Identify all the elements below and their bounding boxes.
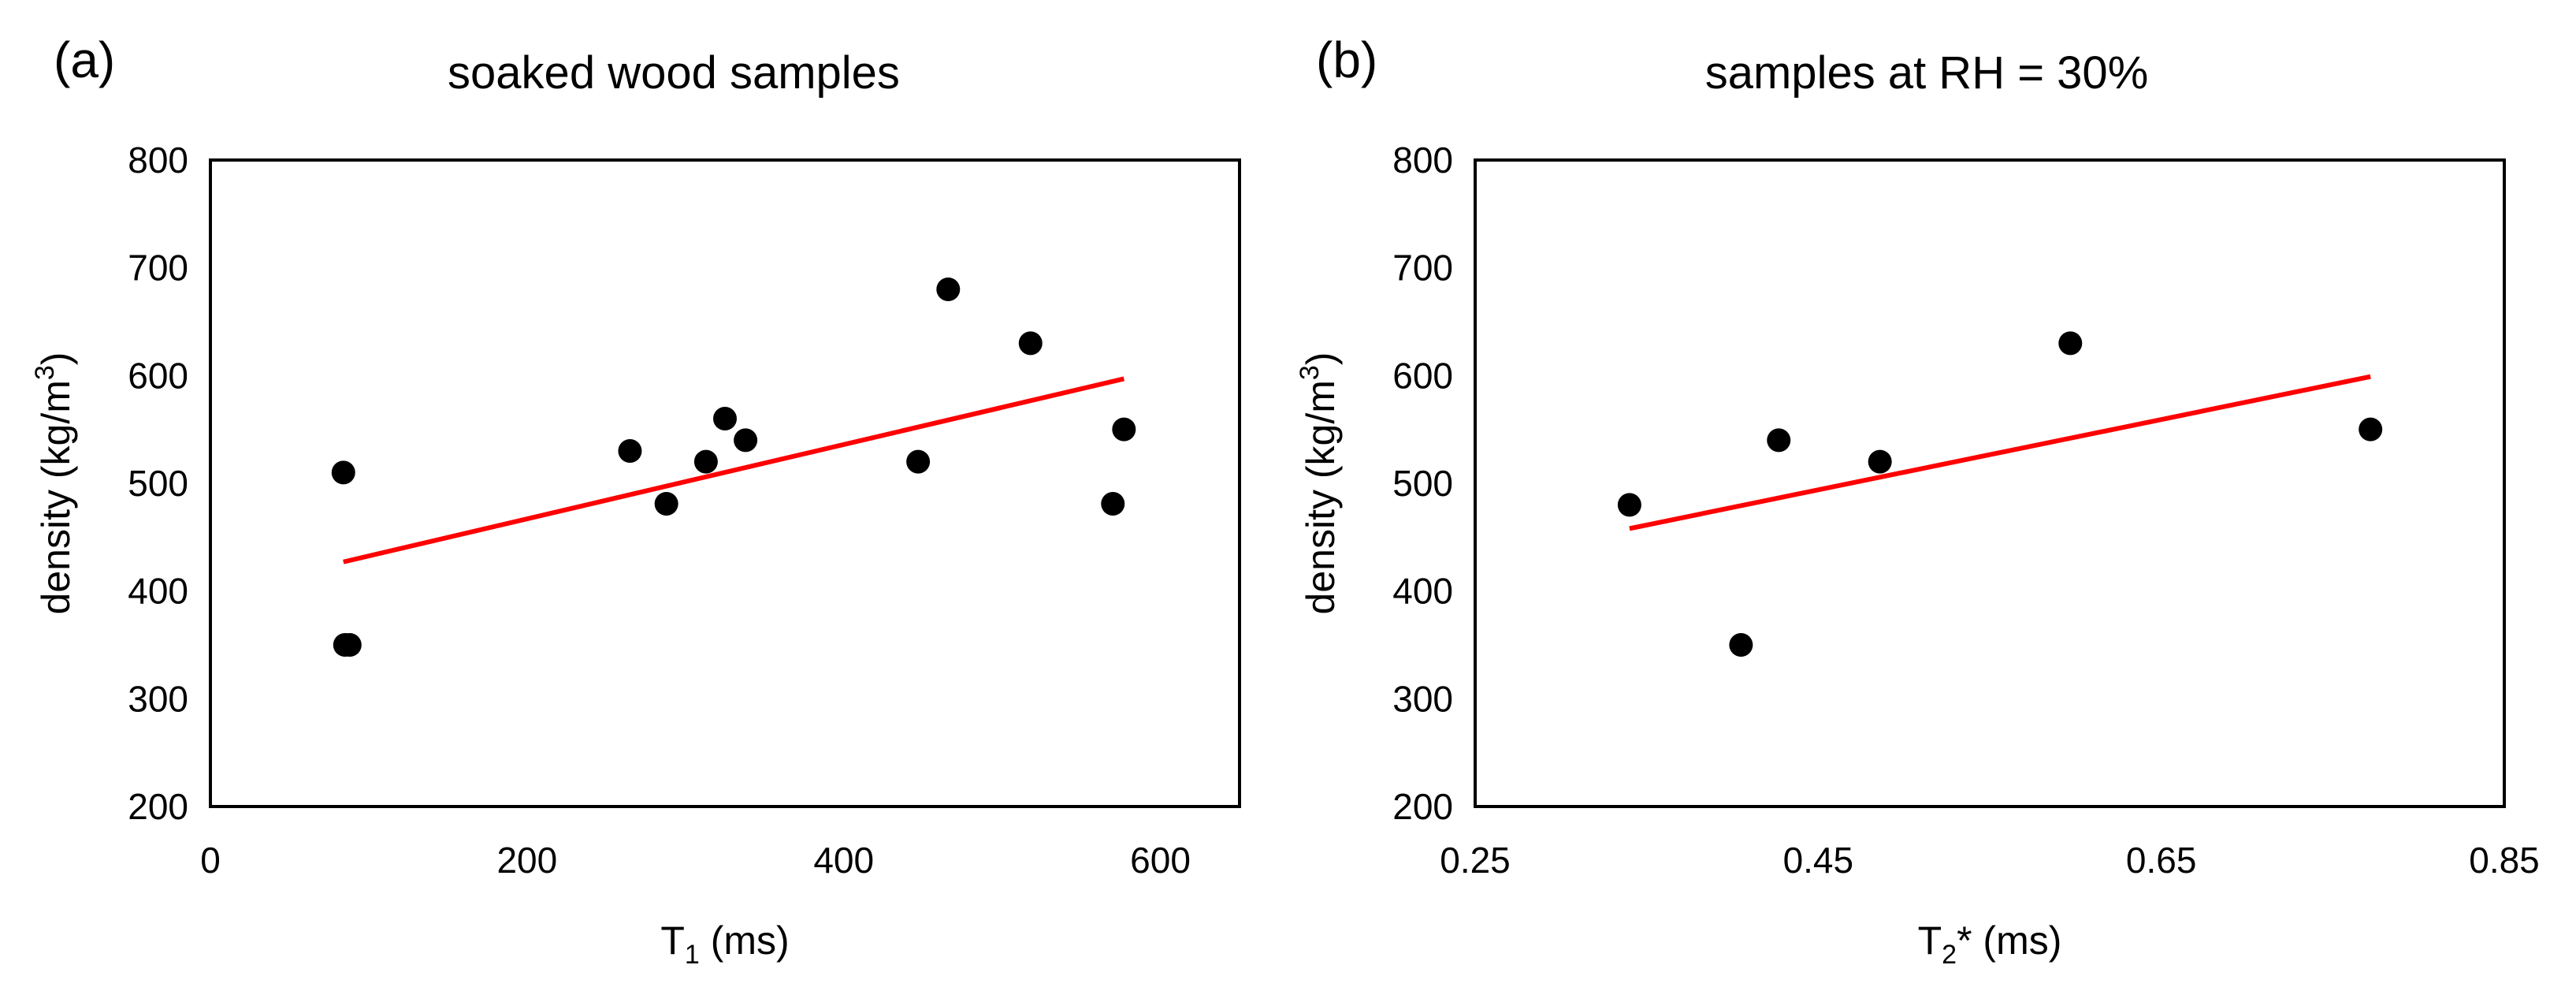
panel-b-data-point (1729, 633, 1753, 657)
panel-a-y-tick-label: 500 (128, 463, 188, 504)
panel-b-data-point (2058, 331, 2083, 356)
panel-a-data-point (654, 491, 678, 516)
panel-a-y-tick-label: 200 (128, 786, 188, 827)
panel-b-data-point (2359, 417, 2383, 441)
panel-a-ylabel-prefix: density (kg/m (34, 380, 78, 614)
panel-a-y-tick-label: 700 (128, 248, 188, 289)
panel-b-y-tick-label: 800 (1392, 140, 1453, 181)
panel-b-x-ticks: 0.25 0.45 0.65 0.85 (1440, 840, 2540, 881)
panel-b-y-tick-label: 300 (1392, 678, 1453, 719)
panel-a-data-point (906, 449, 931, 474)
panel-b-ylabel-superscript: 3 (1295, 365, 1325, 380)
panel-a-x-tick-label: 600 (1130, 840, 1191, 881)
panel-a-data-point (331, 460, 355, 485)
panel-b-xlabel-base: T (1918, 918, 1942, 963)
panel-b-data-point (1868, 449, 1892, 474)
panel-a-points (331, 278, 1136, 657)
panel-a-data-point (936, 278, 961, 301)
panel-a-y-tick-label: 300 (128, 678, 188, 719)
panel-a-label: (a) (54, 32, 115, 88)
panel-a-trendline (343, 376, 1125, 564)
panel-b-ylabel-prefix: density (kg/m (1299, 380, 1343, 614)
panel-b-y-tick-label: 500 (1392, 463, 1453, 504)
panel-a-xlabel-suffix: (ms) (700, 918, 790, 963)
panel-a-ylabel-superscript: 3 (30, 365, 60, 380)
panel-a-data-point (734, 428, 758, 453)
panel-b-x-tick-label: 0.65 (2126, 840, 2197, 881)
panel-b-data-point (1767, 428, 1791, 453)
panel-a-ylabel-suffix: ) (34, 352, 78, 366)
panel-a-data-point (1112, 417, 1136, 441)
panel-a-data-point (1018, 331, 1043, 356)
panel-b: (b) samples at RH = 30% 200 300 400 500 600 7… (1295, 32, 2540, 970)
panel-a-xlabel-subscript: 1 (685, 940, 700, 970)
panel-a-y-axis-label: density (kg/m3) (30, 352, 78, 615)
panel-b-trendline (1629, 374, 2371, 531)
panel-a-plot-area (209, 158, 1241, 808)
panel-a-y-tick-label: 800 (128, 140, 188, 181)
panel-b-ylabel-suffix: ) (1299, 352, 1343, 366)
panel-b-title: samples at RH = 30% (1705, 47, 2149, 99)
panel-a-title: soaked wood samples (448, 47, 900, 99)
panel-a-y-tick-label: 400 (128, 571, 188, 612)
panel-b-y-tick-label: 700 (1392, 248, 1453, 289)
panel-a-x-tick-label: 200 (496, 840, 557, 881)
panel-a-data-point (1101, 491, 1125, 516)
panel-a-data-point (618, 439, 642, 463)
panel-b-plot-area (1474, 158, 2506, 808)
panel-a: (a) soaked wood samples 200 300 400 500 600 7… (30, 32, 1241, 970)
panel-b-y-tick-label: 400 (1392, 571, 1453, 612)
panel-a-x-axis-label: T1 (ms) (660, 918, 789, 970)
panel-b-x-axis-label: T2* (ms) (1918, 918, 2062, 970)
panel-b-y-tick-label: 600 (1392, 355, 1453, 396)
panel-b-y-axis-label: density (kg/m3) (1295, 352, 1343, 615)
panel-b-xlabel-subscript: 2 (1942, 940, 1957, 970)
panel-a-y-ticks: 200 300 400 500 600 700 800 (128, 140, 188, 827)
panel-a-y-tick-label: 600 (128, 355, 188, 396)
panel-b-points (1617, 331, 2383, 657)
panel-a-data-point (337, 633, 362, 657)
panel-a-xlabel-base: T (660, 918, 685, 963)
panel-b-xlabel-suffix: * (ms) (1957, 918, 2061, 963)
panel-b-data-point (1617, 493, 1641, 517)
panel-b-label: (b) (1316, 32, 1377, 88)
panel-a-x-ticks: 0 200 400 600 (200, 840, 1191, 881)
panel-b-y-ticks: 200 300 400 500 600 700 800 (1392, 140, 1453, 827)
panel-a-x-tick-label: 0 (200, 840, 221, 881)
panel-a-data-point (693, 449, 718, 474)
panel-b-x-tick-label: 0.45 (1783, 840, 1854, 881)
panel-a-x-tick-label: 400 (813, 840, 874, 881)
panel-b-x-tick-label: 0.85 (2469, 840, 2540, 881)
panel-a-data-point (713, 407, 737, 430)
panel-b-x-tick-label: 0.25 (1440, 840, 1511, 881)
panel-b-y-tick-label: 200 (1392, 786, 1453, 827)
